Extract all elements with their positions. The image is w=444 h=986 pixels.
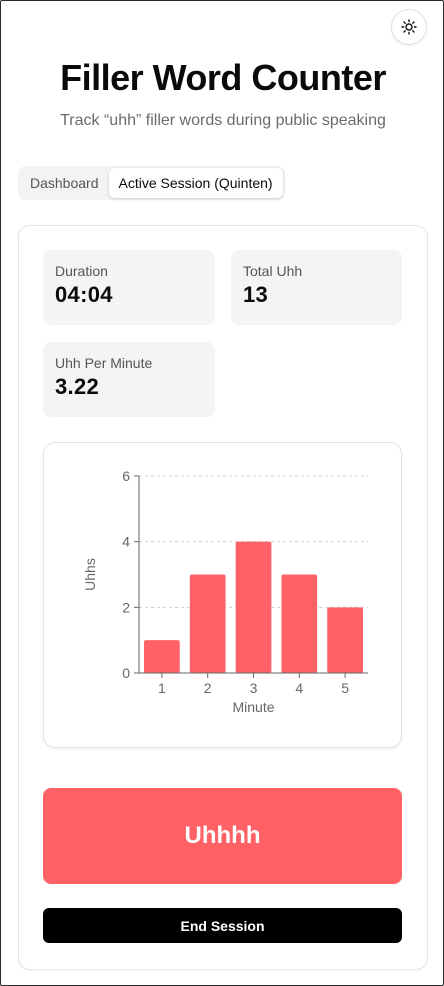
- y-axis-label: Uhhs: [82, 558, 98, 591]
- y-tick-label: 0: [122, 665, 130, 681]
- x-axis-label: Minute: [232, 699, 274, 715]
- uhh-bar-chart: 0 2 4 6 1 2 3 4 5 Minute Uhhs: [82, 468, 368, 715]
- y-tick-label: 6: [122, 468, 130, 484]
- chart-bar: [144, 640, 180, 673]
- end-session-button[interactable]: End Session: [43, 908, 402, 943]
- tab-active-session[interactable]: Active Session (Quinten): [108, 168, 283, 198]
- uhh-button[interactable]: Uhhhh: [43, 788, 402, 884]
- stat-total-value: 13: [243, 282, 269, 307]
- y-tick-label: 4: [122, 534, 130, 550]
- x-tick-label: 2: [204, 680, 212, 696]
- page-title: Filler Word Counter: [60, 57, 386, 98]
- y-tick-label: 2: [122, 599, 130, 615]
- stat-total-uhh: Total Uhh 13: [231, 250, 402, 325]
- x-tick-label: 5: [341, 680, 349, 696]
- sun-icon: [401, 19, 417, 35]
- chart-card: 0 2 4 6 1 2 3 4 5 Minute Uhhs: [43, 442, 402, 748]
- chart-bar: [235, 541, 272, 673]
- x-tick-label: 3: [250, 680, 258, 696]
- x-tick-label: 4: [295, 680, 303, 696]
- tab-dashboard[interactable]: Dashboard: [30, 175, 99, 191]
- stat-duration-value: 04:04: [55, 282, 113, 307]
- page-subtitle: Track “uhh” filler words during public s…: [60, 112, 386, 129]
- tab-list: Dashboard Active Session (Quinten): [18, 166, 285, 200]
- stat-duration-label: Duration: [55, 263, 108, 279]
- stat-duration: Duration 04:04: [43, 250, 215, 325]
- stat-per-minute-value: 3.22: [55, 374, 100, 399]
- chart-bar: [281, 574, 318, 673]
- chart-bar: [189, 574, 226, 673]
- stat-total-label: Total Uhh: [243, 263, 303, 279]
- x-tick-label: 1: [158, 680, 166, 696]
- chart-bar: [327, 607, 363, 673]
- theme-toggle-button[interactable]: [391, 9, 427, 45]
- stat-per-minute-label: Uhh Per Minute: [55, 355, 153, 371]
- stat-uhh-per-minute: Uhh Per Minute 3.22: [43, 342, 215, 417]
